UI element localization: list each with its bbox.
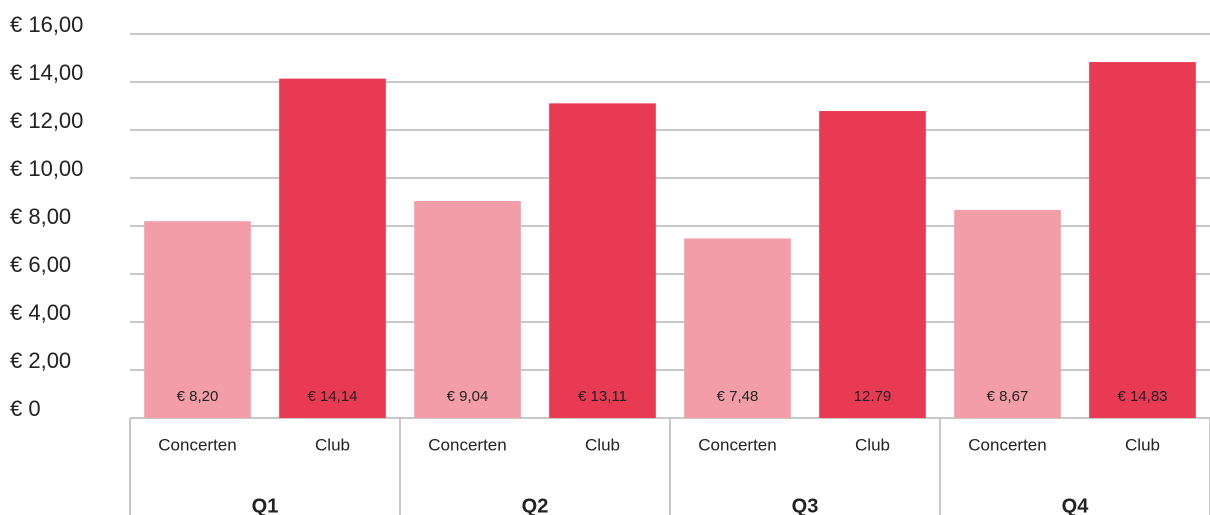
x-tick-label: Club <box>315 435 350 454</box>
x-tick-label: Club <box>1125 435 1160 454</box>
value-label: € 9,04 <box>447 388 489 405</box>
value-label: € 14,83 <box>1117 388 1167 405</box>
bar <box>1089 62 1196 419</box>
value-label: 12.79 <box>854 388 892 405</box>
x-tick-label: Club <box>855 435 890 454</box>
bar <box>954 209 1061 418</box>
x-tick-label: Concerten <box>158 435 236 454</box>
value-label: € 14,14 <box>307 388 357 405</box>
value-label: € 13,11 <box>578 388 627 405</box>
group-label: Q3 <box>792 495 819 515</box>
x-tick-label: Concerten <box>698 435 776 454</box>
y-tick-label: € 4,00 <box>10 300 71 325</box>
y-tick-label: € 8,00 <box>10 204 71 229</box>
value-label: € 8,67 <box>987 388 1029 405</box>
y-tick-label: € 16,00 <box>10 12 83 37</box>
bar <box>144 221 251 418</box>
group-label: Q4 <box>1062 495 1090 515</box>
bar <box>819 111 926 418</box>
bar <box>279 78 386 418</box>
value-label: € 7,48 <box>717 388 759 405</box>
y-tick-label: € 2,00 <box>10 348 71 373</box>
value-label: € 8,20 <box>177 388 219 405</box>
bar <box>414 201 521 418</box>
x-tick-label: Concerten <box>968 435 1046 454</box>
group-label: Q2 <box>522 495 549 515</box>
x-tick-label: Concerten <box>428 435 506 454</box>
y-tick-label: € 10,00 <box>10 156 83 181</box>
bar <box>549 103 656 419</box>
y-tick-label: € 6,00 <box>10 252 71 277</box>
y-tick-label: € 14,00 <box>10 60 83 85</box>
group-label: Q1 <box>252 495 279 515</box>
y-tick-label: € 0 <box>10 396 41 421</box>
y-tick-label: € 12,00 <box>10 108 83 133</box>
bar <box>684 238 791 418</box>
x-tick-label: Club <box>585 435 620 454</box>
